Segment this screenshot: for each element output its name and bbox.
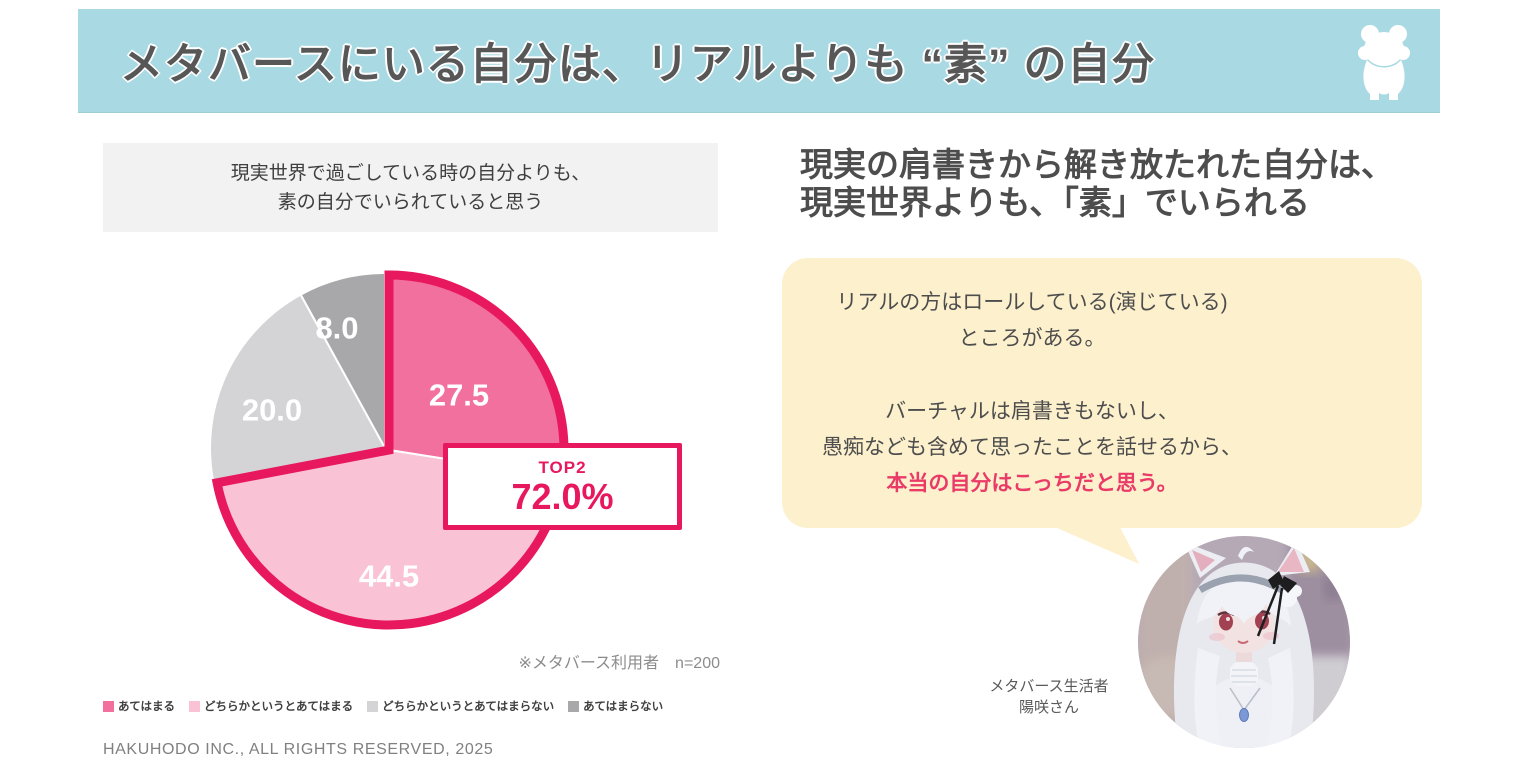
pie-slice-dochiraka-atehamaranai [208, 293, 387, 482]
chart-legend: あてはまる どちらかというとあてはまる どちらかというとあてはまらない あてはま… [103, 698, 663, 714]
avatar-image [1138, 536, 1350, 748]
key-finding-line2: 現実世界よりも、「素」でいられる [800, 184, 1310, 221]
copyright-footer: HAKUHODO INC., ALL RIGHTS RESERVED, 2025 [103, 741, 494, 758]
avatar-caption-line1: メタバース生活者 [989, 678, 1109, 695]
chart-title-line1: 現実世界で過ごしている時の自分よりも、 [230, 162, 591, 184]
bear-mascot-icon [1358, 25, 1410, 100]
quote-highlight: 本当の自分はこっちだと思う。 [886, 472, 1178, 495]
quote-line4: 愚痴なども含めて思ったことを話せるから、 [822, 436, 1242, 459]
legend-swatch-dochiraka-atehamaranai [367, 700, 379, 712]
quote-line1: リアルの方はロールしている(演じている) [836, 291, 1228, 314]
page-title: メタバースにいる自分は、リアルよりも “素” の自分 [120, 40, 1156, 89]
pie-value-dochiraka-atehamaru: 44.5 [359, 559, 419, 594]
legend-label: どちらかというとあてはまらない [382, 701, 555, 713]
legend-swatch-dochiraka-atehamaru [189, 700, 201, 712]
top2-value: 72.0% [511, 475, 614, 517]
legend-item-atehamaranai: あてはまらない [568, 698, 663, 714]
key-finding-line1: 現実の肩書きから解き放たれた自分は、 [800, 146, 1394, 183]
top2-callout-box: TOP2 72.0% [443, 443, 682, 530]
speech-bubble-tail [1048, 524, 1140, 564]
quote-speech-bubble: リアルの方はロールしている(演じている) ところがある。 バーチャルは肩書きもな… [782, 258, 1422, 528]
legend-label: あてはまらない [583, 701, 664, 713]
legend-item-atehamaru: あてはまる [103, 698, 175, 714]
top2-label: TOP2 [538, 457, 587, 477]
pie-value-atehamaranai: 8.0 [315, 311, 358, 346]
legend-swatch-atehamaru [103, 700, 114, 712]
top2-outline [211, 270, 569, 630]
sample-size-note: ※メタバース利用者 n=200 [518, 655, 720, 672]
pie-value-dochiraka-atehamaranai: 20.0 [242, 393, 302, 428]
legend-label: どちらかというとあてはまる [204, 701, 354, 713]
header-bar: メタバースにいる自分は、リアルよりも “素” の自分 [78, 9, 1440, 113]
legend-item-dochiraka-atehamaru: どちらかというとあてはまる [189, 698, 353, 714]
legend-swatch-atehamaranai [568, 700, 580, 712]
legend-label: あてはまる [118, 701, 176, 713]
avatar-caption-line2: 陽咲さん [1018, 699, 1079, 716]
quote-line3: バーチャルは肩書きもないし、 [885, 400, 1179, 423]
avatar-caption: メタバース生活者 陽咲さん [974, 676, 1124, 718]
pie-value-atehamaru: 27.5 [429, 378, 489, 413]
chart-title-box: 現実世界で過ごしている時の自分よりも、 素の自分でいられていると思う [103, 143, 718, 232]
quote-text: リアルの方はロールしている(演じている) ところがある。 バーチャルは肩書きもな… [792, 285, 1272, 502]
key-finding-heading: 現実の肩書きから解き放たれた自分は、 現実世界よりも、「素」でいられる [800, 146, 1460, 222]
legend-item-dochiraka-atehamaranai: どちらかというとあてはまらない [367, 698, 554, 714]
chart-title-line2: 素の自分でいられていると思う [277, 191, 544, 213]
quote-line2: ところがある。 [958, 327, 1106, 350]
